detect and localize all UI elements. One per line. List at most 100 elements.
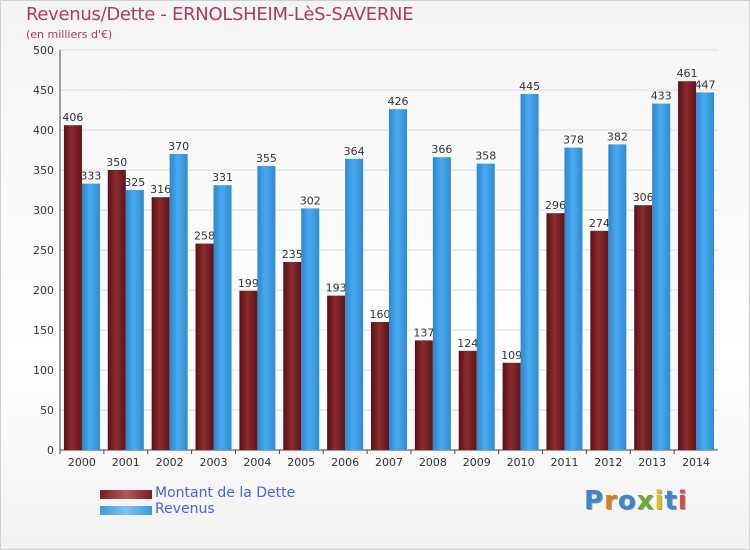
- data-label-dette: 258: [194, 230, 215, 243]
- y-tick-label: 300: [33, 204, 54, 217]
- data-label-revenus: 364: [344, 145, 365, 158]
- data-label-revenus: 378: [563, 134, 584, 147]
- y-tick-label: 100: [33, 364, 54, 377]
- bar-revenus: [125, 190, 144, 450]
- data-label-revenus: 382: [607, 130, 628, 143]
- bar-dette: [327, 295, 346, 450]
- x-tick-label: 2012: [594, 456, 622, 469]
- data-label-revenus: 325: [124, 176, 145, 189]
- data-label-dette: 350: [106, 156, 127, 169]
- bar-revenus: [476, 163, 495, 450]
- bar-dette: [239, 290, 258, 450]
- bar-revenus: [696, 92, 715, 451]
- bar-revenus: [301, 208, 320, 450]
- proxiti-logo: Proxiti: [584, 486, 688, 516]
- bar-dette: [151, 197, 170, 450]
- bar-revenus: [389, 109, 407, 450]
- y-tick-label: 450: [33, 84, 54, 97]
- y-tick-label: 350: [33, 164, 54, 177]
- y-tick-label: 400: [33, 124, 54, 137]
- data-label-dette: 160: [370, 308, 391, 321]
- bar-dette: [458, 350, 477, 450]
- data-label-dette: 109: [501, 349, 522, 362]
- data-label-revenus: 445: [519, 80, 540, 93]
- x-tick-label: 2007: [375, 456, 403, 469]
- data-label-revenus: 331: [212, 171, 233, 184]
- bar-dette: [502, 362, 521, 450]
- data-label-dette: 406: [62, 111, 83, 124]
- bar-dette: [107, 170, 126, 450]
- y-tick-label: 0: [47, 444, 54, 457]
- legend-label-revenus: Revenus: [155, 501, 215, 517]
- y-tick-label: 200: [33, 284, 54, 297]
- data-label-revenus: 366: [431, 143, 452, 156]
- logo-letter: i: [677, 486, 688, 516]
- bar-dette: [414, 340, 433, 450]
- bar-dette: [195, 243, 214, 450]
- x-tick-label: 2011: [550, 456, 578, 469]
- y-tick-label: 50: [40, 404, 54, 417]
- data-label-dette: 124: [457, 337, 478, 350]
- bar-revenus: [213, 185, 232, 450]
- legend-label-dette: Montant de la Dette: [155, 485, 296, 501]
- bar-dette: [590, 230, 609, 450]
- bar-revenus: [257, 166, 276, 450]
- logo-letter: t: [664, 486, 678, 516]
- logo-letter: P: [584, 486, 605, 516]
- data-label-revenus: 370: [168, 140, 189, 153]
- x-tick-label: 2006: [331, 456, 359, 469]
- data-label-dette: 274: [589, 217, 610, 230]
- data-label-revenus: 433: [651, 90, 672, 103]
- bar-revenus: [345, 158, 364, 451]
- data-label-revenus: 447: [695, 78, 716, 91]
- data-label-revenus: 358: [475, 150, 496, 163]
- chart-title: Revenus/Dette - ERNOLSHEIM-LèS-SAVERNE: [26, 4, 414, 25]
- bar-dette: [678, 81, 697, 450]
- data-label-revenus: 426: [388, 95, 409, 108]
- x-tick-label: 2002: [156, 456, 184, 469]
- data-label-revenus: 302: [300, 194, 321, 207]
- logo-letter: r: [604, 486, 618, 516]
- legend-swatch-revenus: [100, 506, 152, 515]
- x-tick-label: 2000: [68, 456, 96, 469]
- x-tick-label: 2014: [682, 456, 710, 469]
- data-label-revenus: 355: [256, 152, 277, 165]
- x-tick-label: 2005: [287, 456, 315, 469]
- logo-letter: x: [636, 486, 655, 516]
- bar-revenus: [652, 103, 671, 450]
- bar-revenus: [81, 183, 100, 450]
- data-label-dette: 235: [282, 248, 303, 261]
- x-tick-label: 2013: [638, 456, 666, 469]
- data-label-dette: 296: [545, 199, 566, 212]
- logo-letter: o: [617, 486, 637, 516]
- x-tick-label: 2004: [243, 456, 271, 469]
- data-label-dette: 306: [633, 191, 654, 204]
- bar-revenus: [169, 154, 188, 450]
- x-tick-label: 2003: [200, 456, 228, 469]
- bar-dette: [283, 262, 302, 450]
- logo-letter: i: [654, 486, 665, 516]
- chart-subtitle: (en milliers d'€): [26, 28, 113, 41]
- bar-dette: [63, 125, 82, 450]
- data-label-dette: 461: [677, 67, 698, 80]
- y-tick-label: 250: [33, 244, 54, 257]
- bar-revenus: [564, 147, 583, 450]
- bar-dette: [371, 322, 389, 450]
- data-label-dette: 199: [238, 277, 259, 290]
- bar-dette: [634, 205, 653, 450]
- data-label-dette: 193: [326, 282, 347, 295]
- bar-revenus: [432, 157, 451, 450]
- data-label-dette: 316: [150, 183, 171, 196]
- bar-revenus: [520, 94, 539, 450]
- x-tick-label: 2001: [112, 456, 140, 469]
- legend-swatch-dette: [100, 490, 152, 499]
- bar-revenus: [608, 144, 627, 450]
- data-label-dette: 137: [413, 326, 434, 339]
- bar-dette: [546, 213, 565, 450]
- x-tick-label: 2008: [419, 456, 447, 469]
- data-label-revenus: 333: [80, 170, 101, 183]
- y-tick-label: 150: [33, 324, 54, 337]
- y-tick-label: 500: [33, 44, 54, 57]
- x-tick-label: 2010: [507, 456, 535, 469]
